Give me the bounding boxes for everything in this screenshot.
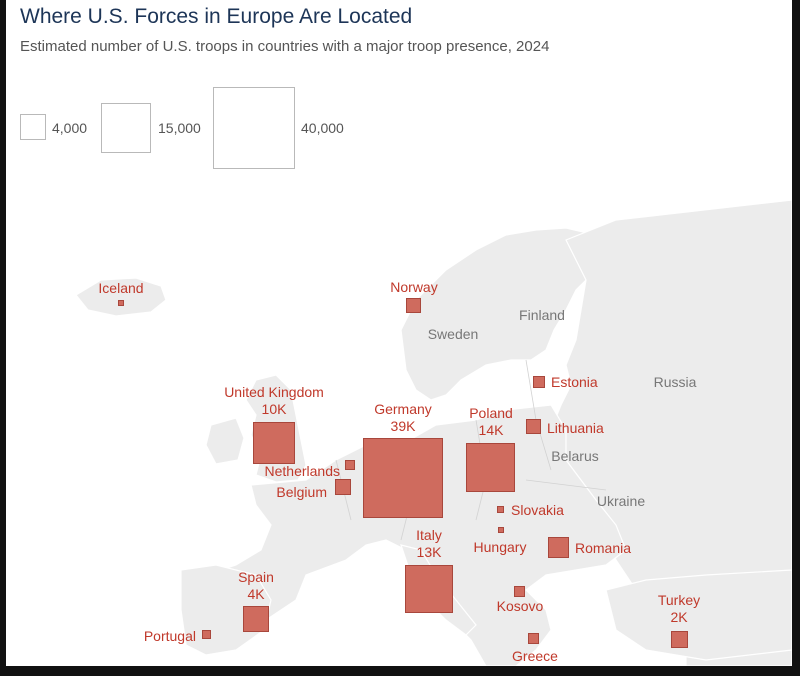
troop-square-hungary — [498, 527, 504, 533]
troop-square-spain — [243, 606, 269, 632]
country-name: Belgium — [276, 484, 327, 500]
troop-value: 10K — [261, 401, 287, 417]
page-subtitle: Estimated number of U.S. troops in count… — [20, 38, 550, 55]
legend-label-medium: 15,000 — [158, 120, 201, 136]
troop-label-romania: Romania — [575, 540, 631, 557]
country-name: Kosovo — [496, 598, 544, 614]
troop-label-hungary: Hungary — [474, 539, 527, 556]
troop-label-germany: Germany 39K — [374, 401, 432, 435]
troop-label-netherlands: Netherlands — [265, 463, 341, 480]
troop-value: 39K — [390, 418, 416, 434]
legend-square-medium — [101, 103, 151, 153]
troop-square-united-kingdom — [253, 422, 295, 464]
country-name: Lithuania — [547, 420, 604, 436]
troop-square-norway — [406, 298, 421, 313]
troop-square-estonia — [533, 376, 545, 388]
country-name: Italy — [416, 527, 442, 543]
country-name: Estonia — [551, 374, 598, 390]
troop-square-slovakia — [497, 506, 504, 513]
troop-label-spain: Spain 4K — [238, 569, 274, 603]
legend-label-large: 40,000 — [301, 120, 344, 136]
country-name: Iceland — [98, 280, 144, 296]
country-label-sweden: Sweden — [427, 326, 479, 342]
country-label-ukraine: Ukraine — [596, 493, 646, 509]
troop-square-kosovo — [514, 586, 525, 597]
troop-label-belgium: Belgium — [276, 484, 327, 501]
troop-square-romania — [548, 537, 569, 558]
troop-square-portugal — [202, 630, 211, 639]
country-name: Slovakia — [511, 502, 564, 518]
troop-label-lithuania: Lithuania — [547, 420, 604, 437]
page-title: Where U.S. Forces in Europe Are Located — [20, 5, 413, 28]
troop-value: 4K — [247, 586, 265, 602]
country-name: Spain — [238, 569, 274, 585]
country-name: Portugal — [143, 628, 196, 644]
country-name: Netherlands — [264, 463, 341, 479]
country-name: Germany — [374, 401, 432, 417]
country-name: Hungary — [473, 539, 527, 555]
troop-label-united-kingdom: United Kingdom 10K — [224, 384, 324, 418]
country-label-russia: Russia — [653, 374, 697, 390]
troop-label-slovakia: Slovakia — [511, 502, 564, 519]
troop-label-italy: Italy 13K — [416, 527, 442, 561]
troop-value: 14K — [478, 422, 504, 438]
troop-square-turkey — [671, 631, 688, 648]
country-label-belarus: Belarus — [551, 448, 599, 464]
country-label-finland: Finland — [519, 307, 565, 323]
troop-label-portugal: Portugal — [144, 628, 196, 645]
troop-square-lithuania — [526, 419, 541, 434]
troop-label-poland: Poland 14K — [469, 405, 513, 439]
troop-label-norway: Norway — [390, 279, 437, 296]
troop-square-netherlands — [345, 460, 355, 470]
troop-label-greece: Greece — [512, 648, 558, 665]
troop-square-iceland — [118, 300, 124, 306]
troop-value: 2K — [670, 609, 688, 625]
legend-square-small — [20, 114, 46, 140]
chart-frame: Where U.S. Forces in Europe Are Located … — [6, 0, 792, 666]
troop-label-iceland: Iceland — [98, 280, 143, 297]
legend-label-small: 4,000 — [52, 120, 88, 136]
troop-square-belgium — [335, 479, 351, 495]
country-name: United Kingdom — [224, 384, 324, 400]
troop-label-estonia: Estonia — [551, 374, 598, 391]
country-name: Norway — [390, 279, 438, 295]
troop-value: 13K — [416, 544, 442, 560]
country-name: Turkey — [657, 592, 701, 608]
legend-square-large — [213, 87, 295, 169]
troop-label-turkey: Turkey 2K — [658, 592, 700, 626]
troop-square-poland — [466, 443, 515, 492]
troop-square-germany — [363, 438, 443, 518]
country-name: Poland — [469, 405, 513, 421]
country-name: Greece — [512, 648, 558, 664]
troop-square-italy — [405, 565, 453, 613]
troop-label-kosovo: Kosovo — [497, 598, 544, 615]
troop-square-greece — [528, 633, 539, 644]
country-name: Romania — [575, 540, 632, 556]
